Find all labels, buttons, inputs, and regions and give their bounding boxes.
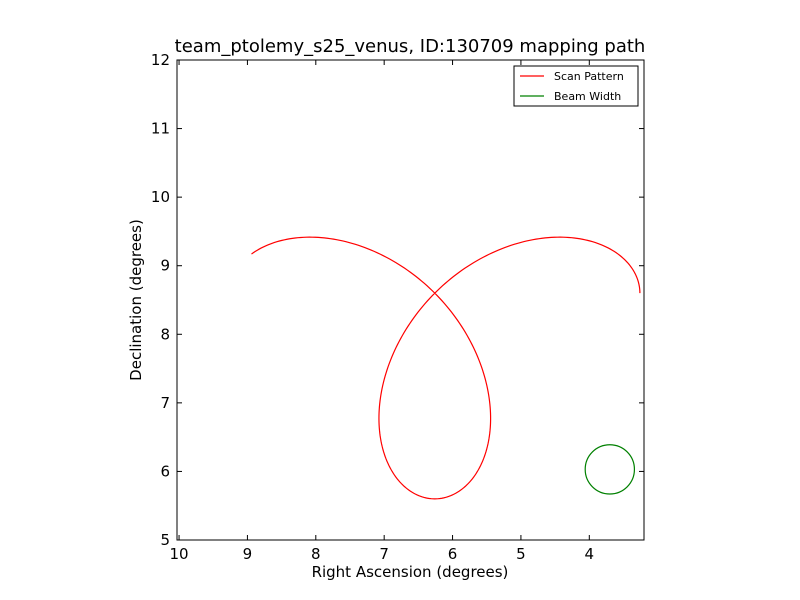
y-tick-label: 11 <box>151 120 170 138</box>
x-tick-label: 10 <box>170 545 189 563</box>
y-tick-label: 9 <box>160 257 170 275</box>
x-axis-ticks: 10 9 8 7 6 5 4 <box>170 60 595 563</box>
x-tick-label: 9 <box>243 545 253 563</box>
y-tick-label: 10 <box>151 188 170 206</box>
y-tick-label: 8 <box>160 325 170 343</box>
plot-frame <box>176 59 645 541</box>
x-axis-label: Right Ascension (degrees) <box>312 563 509 581</box>
y-axis-label: Declination (degrees) <box>127 219 145 381</box>
beam-width-circle <box>584 444 636 495</box>
x-tick-label: 5 <box>516 545 526 563</box>
plot-area <box>251 236 641 500</box>
legend-box <box>513 65 639 107</box>
chart-title: team_ptolemy_s25_venus, ID:130709 mappin… <box>175 36 646 57</box>
x-tick-label: 4 <box>585 545 595 563</box>
y-axis-ticks: 5 6 7 8 9 10 11 12 <box>151 51 644 549</box>
legend: Scan Pattern Beam Width <box>513 65 639 107</box>
x-tick-label: 7 <box>379 545 389 563</box>
y-tick-label: 12 <box>151 51 170 69</box>
y-tick-label: 5 <box>160 531 170 549</box>
scan-pattern-line <box>251 236 641 500</box>
legend-label-scan-pattern: Scan Pattern <box>554 70 624 83</box>
legend-label-beam-width: Beam Width <box>554 90 621 103</box>
y-tick-label: 6 <box>160 462 170 480</box>
x-tick-label: 8 <box>311 545 321 563</box>
y-tick-label: 7 <box>160 394 170 412</box>
x-tick-label: 6 <box>448 545 458 563</box>
